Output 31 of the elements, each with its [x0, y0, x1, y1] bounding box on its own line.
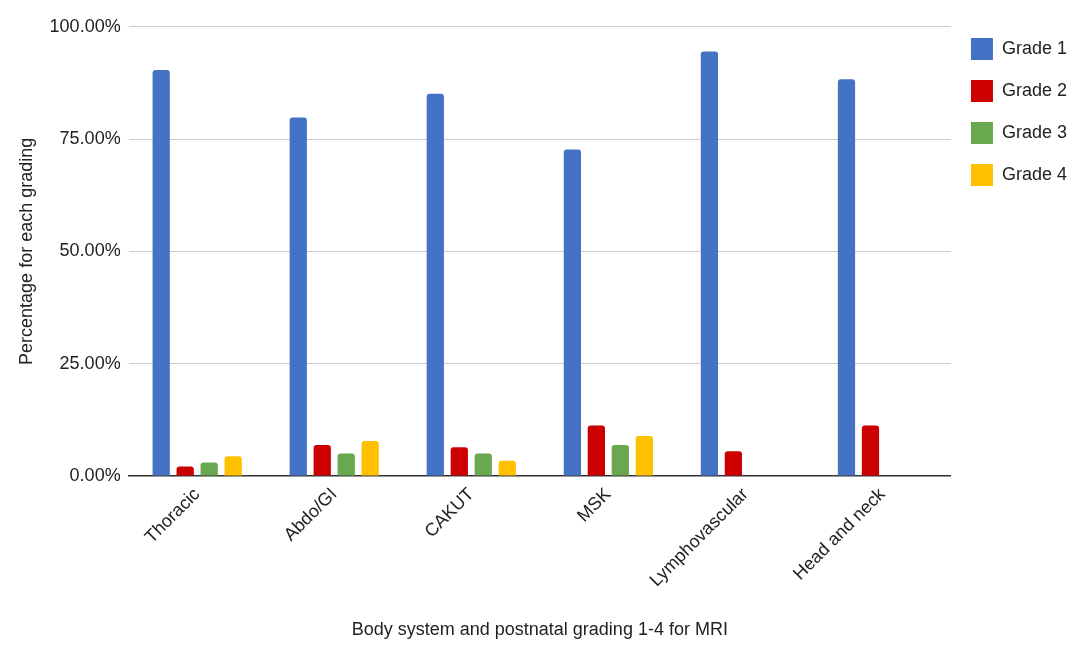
y-tick-label: 100.00%	[49, 15, 121, 36]
bar	[361, 440, 379, 476]
bar	[474, 453, 492, 476]
bar	[313, 444, 331, 476]
bar	[635, 435, 653, 476]
y-tick-label: 25.00%	[59, 352, 121, 373]
legend-label: Grade 3	[1001, 121, 1068, 142]
legend-label: Grade 1	[1001, 37, 1068, 58]
bar	[498, 460, 516, 476]
bar	[700, 51, 719, 476]
x-axis-title: Body system and postnatal grading 1-4 for MRI	[351, 619, 728, 640]
bar	[200, 462, 218, 476]
bar	[450, 447, 468, 476]
bar	[724, 451, 743, 476]
y-tick-label: 0.00%	[69, 464, 121, 485]
y-axis-title: Percentage for each grading	[15, 137, 36, 365]
bar	[152, 69, 170, 476]
bar	[861, 425, 880, 476]
y-tick-label: 75.00%	[59, 128, 121, 149]
bar	[837, 79, 856, 476]
bar	[337, 453, 355, 476]
bar	[587, 425, 605, 476]
bar	[224, 456, 242, 476]
bar	[426, 93, 444, 476]
bar	[176, 466, 194, 476]
y-tick-label: 50.00%	[59, 240, 121, 261]
bar	[563, 149, 581, 476]
legend-label: Grade 4	[1001, 163, 1068, 184]
bar	[611, 444, 629, 476]
legend-label: Grade 2	[1001, 79, 1068, 100]
bar	[289, 117, 307, 476]
